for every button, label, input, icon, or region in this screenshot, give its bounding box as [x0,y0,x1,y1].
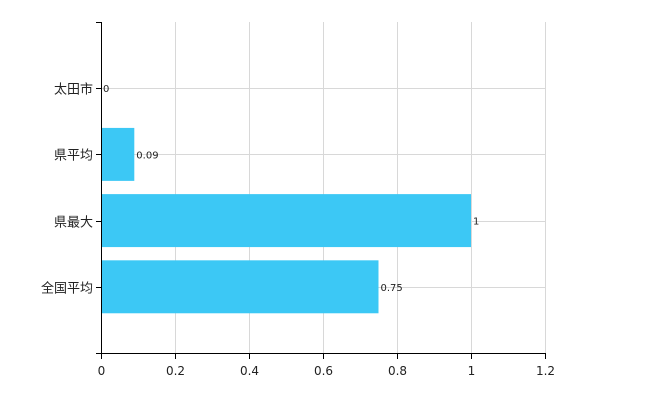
category-label: 太田市 [54,82,93,98]
data-label: 0.09 [136,150,158,161]
axes [96,22,546,359]
x-tick-label: 0.2 [166,364,185,378]
bar [101,127,135,181]
bars [101,127,471,314]
category-label: 全国平均 [41,281,93,297]
category-label: 県平均 [54,149,93,164]
x-tick-label: 0.6 [314,364,333,378]
category-label: 県最大 [54,216,93,231]
data-label: 1 [473,217,479,228]
x-tick-label: 1.2 [536,364,555,378]
bar [101,194,471,248]
data-label: 0.75 [381,283,403,294]
x-tick-label: 0.8 [388,364,407,378]
bar [101,260,379,314]
x-tick-label: 0 [98,364,106,378]
x-tick-label: 0.4 [240,364,259,378]
data-label: 0 [103,84,109,95]
x-tick-label: 1 [468,364,476,378]
